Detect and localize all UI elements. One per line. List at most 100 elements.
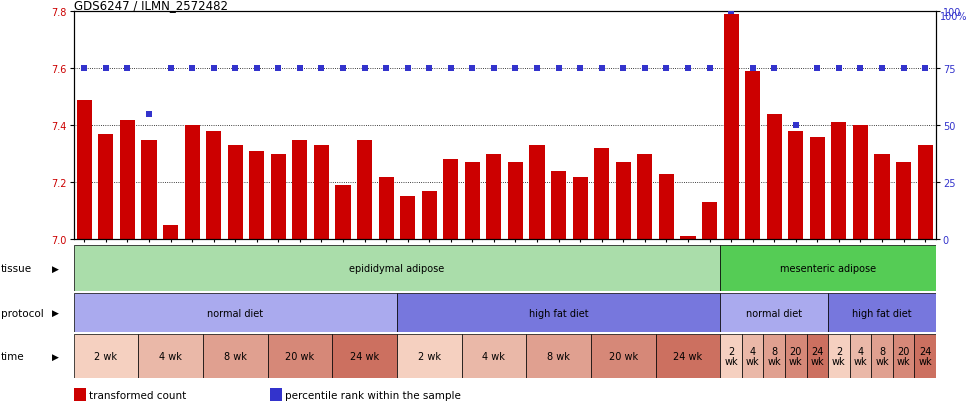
Bar (397, 293, 720, 332)
Point (508, 66, 523, 73)
Bar (74, 335, 138, 378)
Text: ▶: ▶ (52, 309, 60, 317)
Point (141, 111, 157, 118)
Text: high fat diet: high fat diet (853, 308, 911, 318)
Point (184, 66, 200, 73)
Text: 2 wk: 2 wk (94, 351, 118, 361)
Point (917, 66, 933, 73)
Text: 24
wk: 24 wk (810, 346, 824, 366)
Point (465, 66, 480, 73)
Bar (74, 388, 86, 401)
Bar (163, 225, 178, 240)
Bar (357, 140, 372, 240)
Bar (659, 174, 674, 240)
Point (421, 66, 437, 73)
Point (292, 66, 308, 73)
Bar (871, 335, 893, 378)
Bar (720, 335, 742, 378)
Bar (184, 126, 200, 240)
Bar (529, 146, 545, 240)
Bar (914, 335, 936, 378)
Bar (378, 177, 394, 240)
Point (572, 66, 588, 73)
Bar (615, 163, 631, 240)
Point (745, 66, 760, 73)
Text: 4 wk: 4 wk (482, 351, 506, 361)
Bar (335, 185, 351, 240)
Point (378, 66, 394, 73)
Point (659, 66, 674, 73)
Bar (788, 132, 804, 240)
Point (831, 66, 847, 73)
Text: GDS6247 / ILMN_2572482: GDS6247 / ILMN_2572482 (74, 0, 227, 12)
Point (98, 66, 114, 73)
Bar (591, 335, 656, 378)
Point (227, 66, 243, 73)
Point (702, 66, 717, 73)
Text: 4
wk: 4 wk (854, 346, 867, 366)
Point (529, 66, 545, 73)
Text: 2 wk: 2 wk (417, 351, 441, 361)
Bar (400, 197, 416, 240)
Point (400, 66, 416, 73)
Bar (76, 100, 92, 240)
Text: time: time (1, 351, 24, 361)
Text: tissue: tissue (1, 263, 32, 273)
Point (335, 66, 351, 73)
Bar (656, 335, 720, 378)
Bar (702, 203, 717, 240)
Point (551, 66, 566, 73)
Bar (766, 114, 782, 240)
Bar (637, 154, 653, 240)
Point (896, 66, 911, 73)
Text: 2
wk: 2 wk (724, 346, 738, 366)
Point (76, 66, 92, 73)
Bar (227, 146, 243, 240)
Text: 20
wk: 20 wk (789, 346, 803, 366)
Point (766, 66, 782, 73)
Bar (723, 15, 739, 240)
Text: 24 wk: 24 wk (350, 351, 379, 361)
Bar (720, 293, 828, 332)
Point (270, 66, 286, 73)
Point (163, 66, 178, 73)
Point (594, 66, 610, 73)
Bar (462, 335, 526, 378)
Text: 8
wk: 8 wk (767, 346, 781, 366)
Bar (292, 140, 308, 240)
Bar (120, 120, 135, 240)
Point (615, 66, 631, 73)
Bar (74, 246, 720, 291)
Text: ▶: ▶ (52, 264, 60, 273)
Text: transformed count: transformed count (89, 390, 186, 400)
Point (853, 66, 868, 73)
Bar (809, 137, 825, 240)
Text: mesenteric adipose: mesenteric adipose (780, 263, 876, 273)
Text: 4
wk: 4 wk (746, 346, 760, 366)
Bar (203, 335, 268, 378)
Bar (680, 237, 696, 240)
Bar (572, 177, 588, 240)
Bar (268, 335, 332, 378)
Text: 20 wk: 20 wk (609, 351, 638, 361)
Point (443, 66, 459, 73)
Bar (893, 335, 914, 378)
Text: percentile rank within the sample: percentile rank within the sample (285, 390, 461, 400)
Bar (874, 154, 890, 240)
Bar (249, 152, 265, 240)
Point (874, 66, 890, 73)
Point (249, 66, 265, 73)
Point (357, 66, 372, 73)
Bar (397, 335, 462, 378)
Point (680, 66, 696, 73)
Bar (742, 335, 763, 378)
Bar (828, 293, 936, 332)
Bar (853, 126, 868, 240)
Point (809, 66, 825, 73)
Bar (763, 335, 785, 378)
Text: 2
wk: 2 wk (832, 346, 846, 366)
Bar (745, 72, 760, 240)
Bar (138, 335, 203, 378)
Bar (807, 335, 828, 378)
Bar (526, 335, 591, 378)
